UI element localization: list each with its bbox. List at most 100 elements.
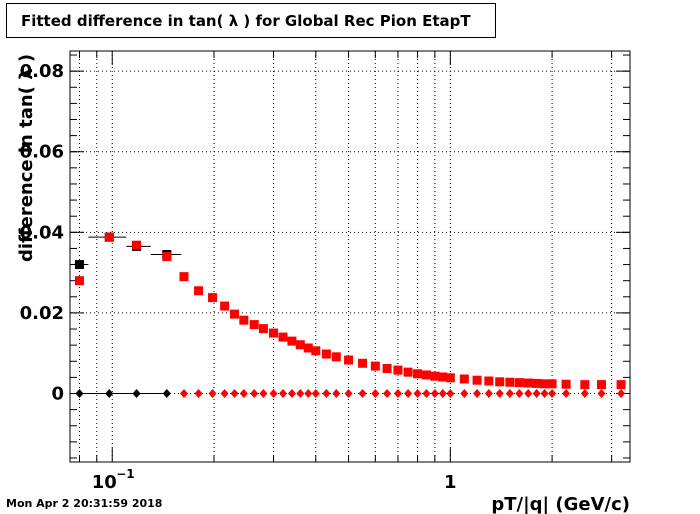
data-point-diamond [495, 389, 504, 398]
data-point-square [303, 343, 313, 353]
data-point-diamond [393, 389, 402, 398]
data-point-square [495, 377, 505, 387]
data-point-square [239, 315, 249, 325]
data-point-diamond [460, 389, 469, 398]
data-point-diamond [230, 389, 239, 398]
y-tick-label: 0.06 [20, 142, 64, 163]
data-point-square [430, 371, 440, 381]
data-point-square [472, 375, 482, 385]
data-point-square [132, 240, 142, 250]
data-point-square [523, 378, 533, 388]
data-point-diamond [540, 389, 549, 398]
x-axis-title: pT/|q| (GeV/c) [491, 494, 630, 514]
data-point-square [162, 252, 172, 261]
data-point-diamond [358, 389, 367, 398]
data-point-square [230, 309, 240, 319]
data-point-square [208, 293, 218, 303]
data-point-square [596, 380, 606, 390]
chart-title-box: Fitted difference in tan( λ ) for Global… [6, 3, 496, 38]
data-point-square [547, 379, 557, 389]
x-tick-label: 10 [92, 472, 117, 493]
data-point-diamond [515, 389, 524, 398]
data-point-square [249, 320, 259, 330]
data-point-diamond [194, 389, 203, 398]
data-point-diamond [446, 389, 455, 398]
data-point-diamond [259, 389, 268, 398]
data-point-square [438, 372, 448, 382]
data-point-diamond [422, 389, 431, 398]
labels-layer: 0 0.02 0.04 0.06 0.08 10 −1 1 [20, 61, 457, 493]
data-point-square [459, 374, 469, 384]
data-point-diamond [430, 389, 439, 398]
data-point-square [403, 367, 413, 377]
data-point-square [194, 286, 204, 296]
data-point-square [104, 232, 114, 242]
x-tick-label: 1 [444, 472, 457, 493]
data-point-square [269, 328, 279, 338]
data-point-square [258, 324, 268, 334]
data-point-diamond [220, 389, 229, 398]
data-point-square [505, 377, 515, 387]
data-point-square [393, 365, 403, 375]
data-point-square [179, 272, 189, 282]
data-point-diamond [617, 389, 626, 398]
data-point-diamond [404, 389, 413, 398]
y-tick-label: 0.04 [20, 222, 64, 243]
data-point-diamond [332, 389, 341, 398]
data-point-diamond [597, 389, 606, 398]
data-point-square [561, 379, 571, 389]
data-point-diamond [269, 389, 278, 398]
data-point-diamond [179, 389, 188, 398]
data-point-square [311, 346, 321, 356]
data-point-diamond [279, 389, 288, 398]
data-point-square [370, 361, 380, 371]
data-point-diamond [344, 389, 353, 398]
x-tick-exponent: −1 [116, 467, 134, 481]
data-point-square [532, 378, 542, 388]
y-axis-title: difference in tan( λ ) [16, 54, 37, 262]
data-point-square [331, 352, 341, 362]
data-point-square [413, 369, 423, 379]
data-point-diamond [287, 389, 296, 398]
data-point-diamond [304, 389, 313, 398]
data-point-diamond [524, 389, 533, 398]
data-point-square [74, 260, 84, 270]
data-point-diamond [311, 389, 320, 398]
y-tick-label: 0 [51, 384, 64, 405]
data-point-diamond [371, 389, 380, 398]
timestamp: Mon Apr 2 20:31:59 2018 [6, 497, 163, 510]
data-point-square [421, 370, 431, 380]
data-point-square [295, 340, 305, 350]
data-point-diamond [250, 389, 259, 398]
data-point-square [382, 364, 392, 374]
data-point-diamond [322, 389, 331, 398]
data-point-square [321, 349, 331, 359]
data-point-square [580, 380, 590, 390]
data-point-square [445, 373, 455, 383]
y-tick-label: 0.08 [20, 61, 64, 82]
data-point-diamond [562, 389, 571, 398]
data-point-diamond [383, 389, 392, 398]
chart-title: Fitted difference in tan( λ ) for Global… [21, 12, 471, 30]
data-point-square [514, 378, 524, 388]
marks-layer [70, 232, 626, 398]
data-point-square [278, 332, 288, 342]
data-point-diamond [484, 389, 493, 398]
data-point-square [287, 336, 297, 346]
data-point-diamond [208, 389, 217, 398]
data-point-diamond [532, 389, 541, 398]
data-point-square [220, 301, 230, 311]
data-point-square [484, 376, 494, 386]
data-point-square [344, 355, 354, 365]
data-point-diamond [296, 389, 305, 398]
data-point-diamond [413, 389, 422, 398]
data-point-diamond [239, 389, 248, 398]
data-point-diamond [438, 389, 447, 398]
y-tick-label: 0.02 [20, 303, 64, 324]
data-point-square [74, 276, 84, 286]
data-point-square [616, 380, 626, 390]
data-point-diamond [505, 389, 514, 398]
data-point-square [358, 358, 368, 368]
data-point-diamond [580, 389, 589, 398]
